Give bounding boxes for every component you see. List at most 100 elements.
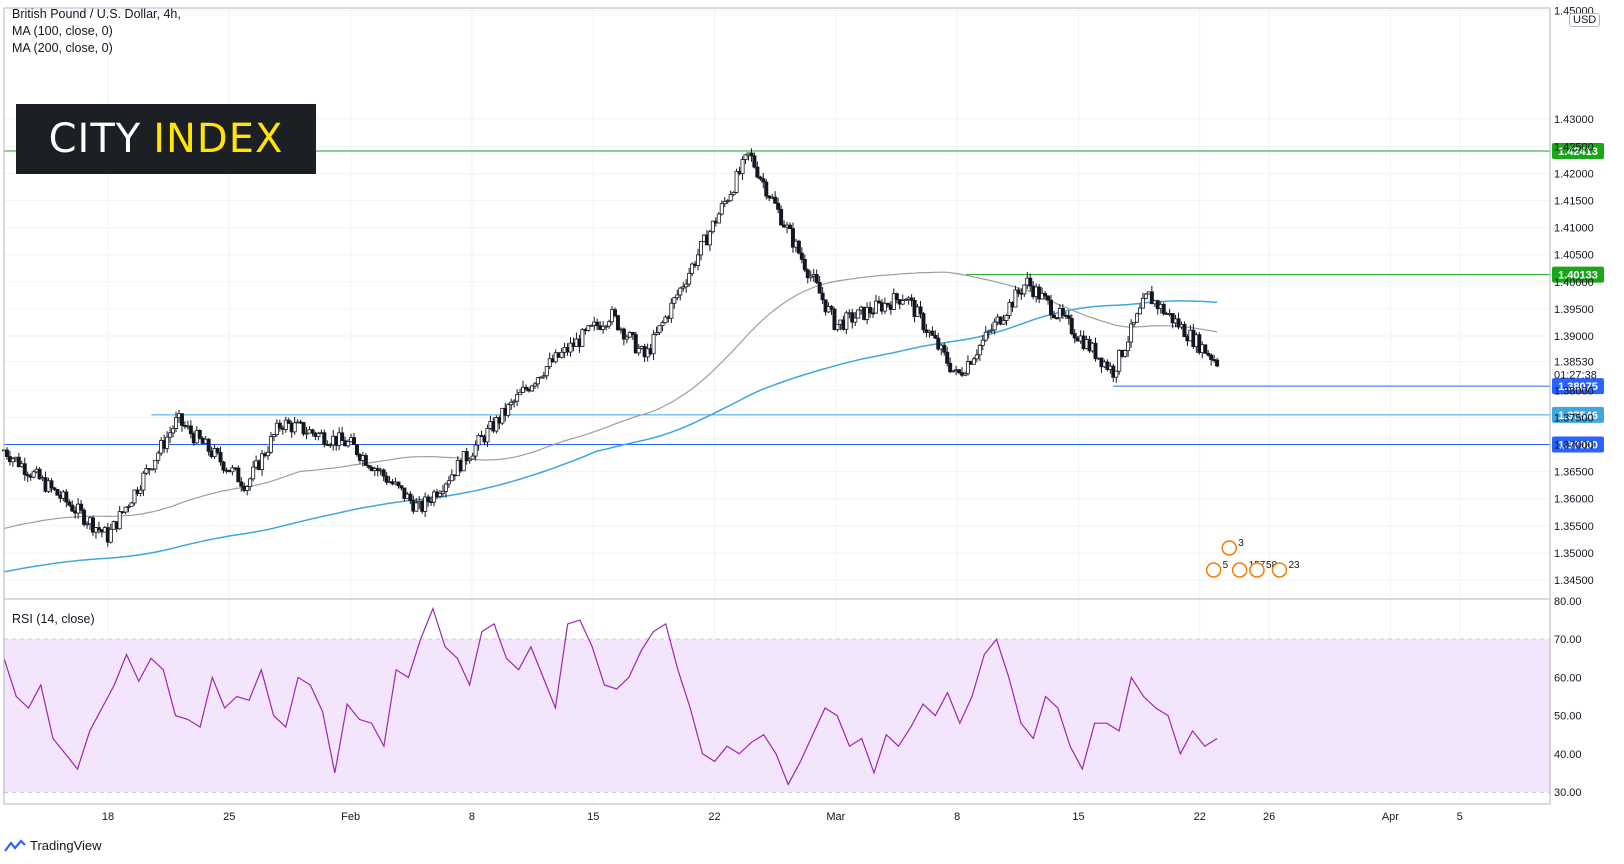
candle-body — [749, 152, 754, 157]
candle-body — [1143, 293, 1148, 299]
candle-body — [802, 259, 807, 271]
candle-body — [672, 297, 677, 304]
candle-body — [108, 528, 113, 543]
candle-body — [518, 391, 523, 396]
candle-body — [595, 321, 600, 327]
currency-button[interactable]: USD — [1569, 13, 1601, 27]
candle-body — [292, 422, 297, 433]
candle-body — [1051, 314, 1056, 319]
candle-body — [70, 504, 75, 512]
candle-body — [440, 490, 445, 494]
candle-body — [49, 480, 54, 489]
candle-body — [918, 306, 923, 314]
candle-body — [728, 194, 733, 202]
candle-body — [168, 432, 173, 438]
candle-body — [470, 455, 475, 460]
level-price-tag — [1552, 406, 1604, 423]
candle-body — [485, 427, 490, 443]
candle-body — [790, 228, 795, 248]
tradingview-logo-icon — [4, 838, 26, 852]
date-tick-label: 18 — [102, 811, 114, 823]
candle-body — [690, 263, 695, 274]
candle-body — [260, 453, 265, 470]
candle-body — [942, 344, 947, 353]
candle-body — [449, 474, 454, 482]
economic-event-markers[interactable]: 351575823 — [1205, 538, 1300, 578]
candle-body — [156, 452, 161, 461]
level-price-tag — [1552, 436, 1604, 453]
candle-body — [909, 297, 914, 301]
candle-body — [52, 487, 57, 490]
rsi-tick-label: 80.00 — [1554, 596, 1582, 608]
ma100-line — [3, 271, 1218, 530]
ma100-legend[interactable]: MA (100, close, 0) — [12, 24, 113, 38]
candle-body — [340, 432, 345, 442]
price-tick-label: 1.35000 — [1554, 548, 1594, 560]
candle-body — [607, 321, 612, 327]
candle-body — [316, 432, 321, 437]
candle-body — [239, 481, 244, 487]
candle-body — [363, 455, 368, 466]
candle-body — [820, 292, 825, 301]
candle-body — [165, 436, 170, 449]
ma200-legend[interactable]: MA (200, close, 0) — [12, 41, 113, 55]
candle-body — [524, 386, 529, 390]
level-price-tag — [1552, 378, 1604, 395]
candle-body — [153, 459, 158, 470]
price-tick-label: 1.36500 — [1554, 467, 1594, 479]
level-price-tag — [1552, 266, 1604, 283]
candle-body — [580, 329, 585, 347]
candle-body — [1046, 295, 1051, 301]
candle-body — [779, 208, 784, 226]
countdown-label: 01:27:38 — [1554, 370, 1597, 382]
candle-body — [630, 331, 635, 335]
tradingview-brand[interactable]: TradingView — [4, 838, 102, 853]
symbol-title[interactable]: British Pound / U.S. Dollar, 4h, — [12, 7, 181, 21]
candle-body — [604, 325, 609, 328]
candle-body — [678, 287, 683, 296]
candle-body — [544, 366, 549, 377]
candle-body — [1114, 370, 1119, 378]
candle-body — [215, 448, 220, 453]
event-marker-icon — [1231, 562, 1248, 578]
candle-body — [615, 315, 620, 331]
event-marker-icon — [1205, 562, 1222, 578]
candle-body — [1105, 361, 1110, 370]
candle-body — [957, 369, 962, 374]
candle-body — [197, 429, 202, 439]
candle-body — [271, 434, 276, 438]
candle-body — [933, 334, 938, 339]
candle-body — [414, 502, 419, 512]
candle-body — [799, 252, 804, 260]
logo-word-city: CITY — [48, 116, 142, 162]
candle-body — [773, 196, 778, 204]
candle-body — [651, 333, 656, 355]
candle-body — [96, 527, 101, 531]
candlestick-series — [2, 148, 1220, 547]
rsi-tick-label: 60.00 — [1554, 672, 1582, 684]
candle-body — [22, 463, 27, 475]
candle-body — [853, 317, 858, 323]
candle-body — [743, 154, 748, 160]
candle-body — [740, 159, 745, 174]
candle-body — [221, 461, 226, 471]
rsi-tick-label: 70.00 — [1554, 634, 1582, 646]
candle-body — [1137, 307, 1142, 315]
price-tick-label: 1.38530 — [1554, 357, 1594, 369]
candle-body — [1028, 277, 1033, 287]
candle-body — [687, 272, 692, 285]
rsi-legend[interactable]: RSI (14, close) — [12, 612, 95, 626]
candle-body — [79, 503, 84, 511]
candle-body — [322, 432, 327, 445]
candle-body — [601, 325, 606, 330]
level-price-label: 1.40133 — [1558, 270, 1598, 282]
candle-body — [971, 358, 976, 365]
date-tick-label: Mar — [826, 811, 845, 823]
date-tick-label: 8 — [954, 811, 960, 823]
candle-body — [283, 419, 288, 430]
candle-body — [328, 444, 333, 447]
candle-body — [936, 337, 941, 350]
candle-body — [535, 377, 540, 385]
candle-body — [654, 332, 659, 335]
candle-body — [129, 502, 134, 507]
